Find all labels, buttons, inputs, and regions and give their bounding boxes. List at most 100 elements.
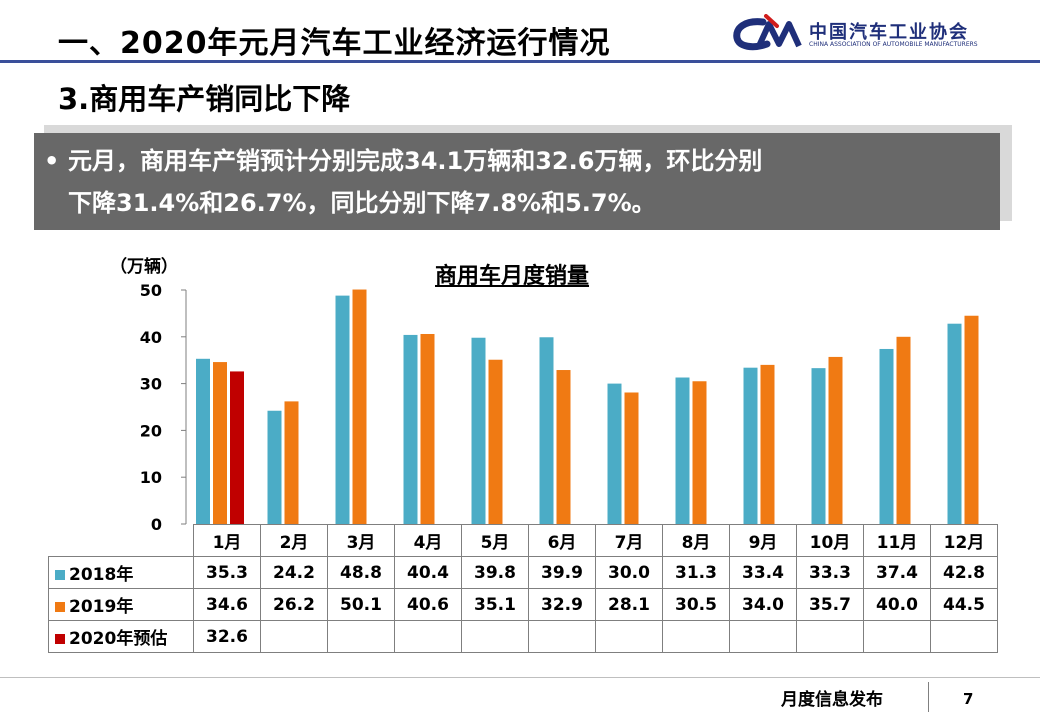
table-header-cell: 10月 bbox=[796, 524, 864, 557]
table-cell: 32.9 bbox=[528, 588, 596, 621]
table-cell: 34.0 bbox=[729, 588, 797, 621]
legend-label-2018: 2018年 bbox=[69, 565, 134, 585]
logo-chinese-name: 中国汽车工业协会 bbox=[809, 22, 969, 43]
table-cell bbox=[260, 620, 328, 653]
table-cell: 37.4 bbox=[863, 556, 931, 589]
legend-swatch-2020 bbox=[55, 634, 65, 644]
table-header-cell: 12月 bbox=[930, 524, 998, 557]
table-header-cell: 5月 bbox=[461, 524, 529, 557]
bar-2019年-10月 bbox=[828, 356, 843, 524]
table-header-cell: 3月 bbox=[327, 524, 395, 557]
bullet-line-1: 元月，商用车产销预计分别完成34.1万辆和32.6万辆，环比分别 bbox=[68, 147, 763, 175]
table-cell: 32.6 bbox=[193, 620, 261, 653]
table-cell bbox=[930, 620, 998, 653]
bar-2018年-4月 bbox=[403, 334, 418, 524]
table-header-cell: 6月 bbox=[528, 524, 596, 557]
table-cell: 50.1 bbox=[327, 588, 395, 621]
table-cell: 24.2 bbox=[260, 556, 328, 589]
table-cell: 26.2 bbox=[260, 588, 328, 621]
table-cell bbox=[662, 620, 730, 653]
legend-2020: 2020年预估 bbox=[48, 620, 194, 653]
table-header-cell: 1月 bbox=[193, 524, 261, 557]
footer-divider bbox=[0, 677, 1040, 678]
table-cell: 33.3 bbox=[796, 556, 864, 589]
bar-2020年预估-1月 bbox=[230, 371, 244, 524]
y-tick-label: 50 bbox=[140, 281, 162, 300]
data-table: 1月 2月 3月 4月 5月 6月 7月 8月 9月 10月 11月 12月 2… bbox=[48, 524, 998, 653]
table-cell: 42.8 bbox=[930, 556, 998, 589]
table-cell: 35.3 bbox=[193, 556, 261, 589]
bar-2018年-11月 bbox=[879, 348, 894, 524]
table-cell: 48.8 bbox=[327, 556, 395, 589]
bar-2019年-4月 bbox=[420, 333, 435, 524]
bar-2018年-3月 bbox=[335, 295, 350, 524]
bar-2019年-5月 bbox=[488, 359, 503, 524]
table-header-row: 1月 2月 3月 4月 5月 6月 7月 8月 9月 10月 11月 12月 bbox=[48, 524, 998, 557]
page-number: 7 bbox=[963, 690, 974, 708]
table-cell bbox=[327, 620, 395, 653]
legend-swatch-2018 bbox=[55, 570, 65, 580]
table-header-cell: 11月 bbox=[863, 524, 931, 557]
bullet-line-2: 下降31.4%和26.7%，同比分别下降7.8%和5.7%。 bbox=[68, 189, 656, 217]
legend-2019: 2019年 bbox=[48, 588, 194, 621]
bar-2019年-1月 bbox=[213, 362, 227, 524]
bar-2018年-6月 bbox=[539, 337, 554, 524]
table-row-2020: 2020年预估 32.6 bbox=[48, 620, 998, 653]
table-cell: 28.1 bbox=[595, 588, 663, 621]
table-corner-cell bbox=[48, 524, 194, 557]
table-cell: 31.3 bbox=[662, 556, 730, 589]
chart-title: 商用车月度销量 bbox=[435, 264, 590, 289]
table-row-2018: 2018年 35.3 24.2 48.8 40.4 39.8 39.9 30.0… bbox=[48, 556, 998, 589]
footer-separator bbox=[928, 682, 929, 712]
section-subtitle: 3.商用车产销同比下降 bbox=[58, 82, 351, 116]
legend-2018: 2018年 bbox=[48, 556, 194, 589]
table-header-cell: 4月 bbox=[394, 524, 462, 557]
y-tick-label: 10 bbox=[140, 468, 162, 487]
bar-2019年-3月 bbox=[352, 289, 367, 524]
table-cell: 39.9 bbox=[528, 556, 596, 589]
y-axis-unit-label: （万辆） bbox=[110, 257, 178, 277]
y-tick-label: 40 bbox=[140, 328, 162, 347]
table-header-cell: 7月 bbox=[595, 524, 663, 557]
bar-2018年-9月 bbox=[743, 367, 758, 524]
table-cell: 30.5 bbox=[662, 588, 730, 621]
table-cell: 34.6 bbox=[193, 588, 261, 621]
bar-2018年-7月 bbox=[607, 383, 622, 524]
bar-2018年-1月 bbox=[196, 358, 210, 524]
slide-title: 一、2020年元月汽车工业经济运行情况 bbox=[58, 26, 611, 61]
legend-swatch-2019 bbox=[55, 602, 65, 612]
table-cell: 40.4 bbox=[394, 556, 462, 589]
legend-label-2019: 2019年 bbox=[69, 597, 134, 617]
table-header-cell: 2月 bbox=[260, 524, 328, 557]
table-cell: 33.4 bbox=[729, 556, 797, 589]
footer-label: 月度信息发布 bbox=[781, 690, 883, 710]
table-cell: 44.5 bbox=[930, 588, 998, 621]
table-cell: 35.1 bbox=[461, 588, 529, 621]
table-cell bbox=[595, 620, 663, 653]
bar-2019年-8月 bbox=[692, 381, 707, 524]
bullet-marker: • bbox=[44, 147, 60, 175]
bar-2019年-12月 bbox=[964, 315, 979, 524]
bar-2018年-10月 bbox=[811, 368, 826, 524]
table-cell: 39.8 bbox=[461, 556, 529, 589]
bar-2018年-12月 bbox=[947, 323, 962, 524]
table-cell bbox=[796, 620, 864, 653]
y-tick-label: 20 bbox=[140, 421, 162, 440]
legend-label-2020: 2020年预估 bbox=[69, 629, 168, 649]
bullet-box bbox=[34, 133, 1000, 230]
table-row-2019: 2019年 34.6 26.2 50.1 40.6 35.1 32.9 28.1… bbox=[48, 588, 998, 621]
title-divider bbox=[0, 60, 1040, 63]
bar-2018年-2月 bbox=[267, 410, 282, 524]
y-tick-label: 30 bbox=[140, 375, 162, 394]
caam-logo: 中国汽车工业协会 CHINA ASSOCIATION OF AUTOMOBILE… bbox=[733, 14, 998, 54]
table-header-cell: 9月 bbox=[729, 524, 797, 557]
bar-2018年-5月 bbox=[471, 337, 486, 524]
table-cell: 35.7 bbox=[796, 588, 864, 621]
logo-english-name: CHINA ASSOCIATION OF AUTOMOBILE MANUFACT… bbox=[809, 41, 978, 48]
table-cell: 40.6 bbox=[394, 588, 462, 621]
bar-2019年-7月 bbox=[624, 392, 639, 524]
table-cell bbox=[528, 620, 596, 653]
bar-2018年-8月 bbox=[675, 377, 690, 524]
table-header-cell: 8月 bbox=[662, 524, 730, 557]
bar-2019年-2月 bbox=[284, 401, 299, 524]
